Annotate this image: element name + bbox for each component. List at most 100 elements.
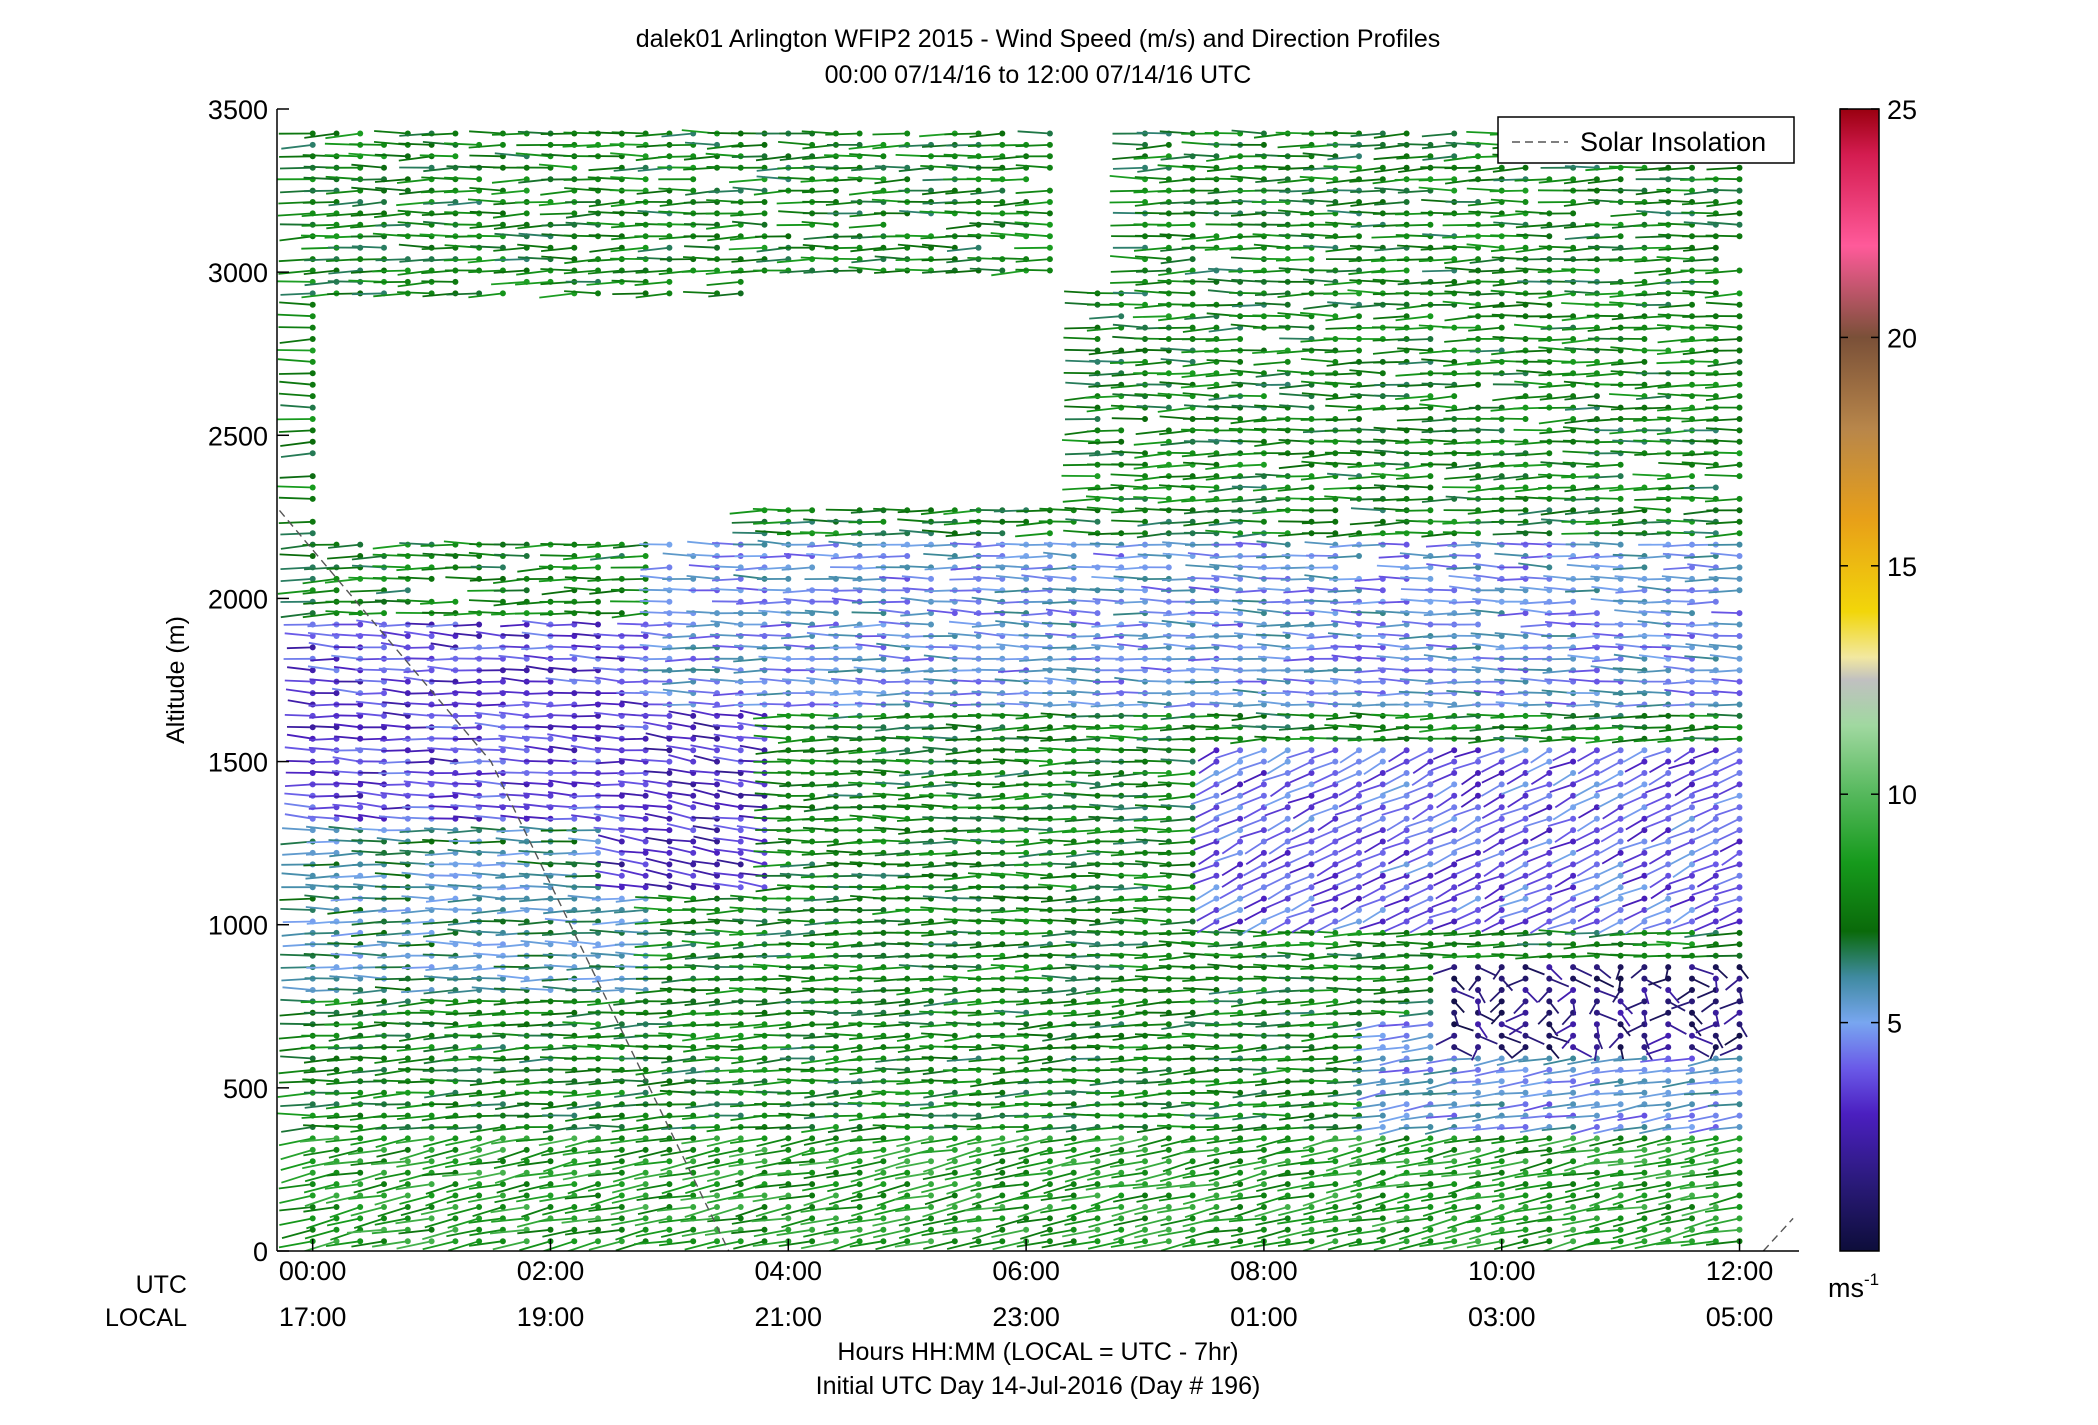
wind-barb-point	[357, 1009, 364, 1016]
wind-barb-point	[928, 1181, 934, 1188]
wind-barb-point	[595, 290, 601, 297]
wind-barb	[307, 632, 337, 637]
wind-barb	[372, 565, 408, 569]
wind-barb	[284, 746, 313, 752]
wind-barb-point	[357, 1089, 364, 1096]
wind-barb-point	[832, 1169, 839, 1176]
wind-barb-point	[333, 130, 340, 137]
wind-barb-point	[1046, 1158, 1053, 1165]
wind-barb-point	[309, 1101, 316, 1108]
wind-barb	[562, 1149, 599, 1156]
wind-barb	[372, 577, 408, 580]
wind-barb	[308, 806, 337, 810]
wind-barb-point	[571, 1089, 578, 1096]
wind-barb-point	[999, 1226, 1006, 1233]
wind-barb	[658, 1103, 694, 1106]
wind-barb-point	[523, 941, 530, 948]
wind-barb-point	[1023, 895, 1030, 902]
wind-barb-point	[428, 1055, 435, 1062]
wind-barb	[501, 633, 527, 637]
wind-barb	[401, 895, 432, 900]
wind-barb	[372, 269, 408, 273]
wind-barb-point	[571, 210, 578, 217]
wind-barb	[325, 610, 361, 614]
wind-barb	[443, 258, 480, 262]
wind-barb-point	[975, 1146, 982, 1153]
wind-barb-point	[404, 1055, 411, 1062]
wind-barb-point	[595, 1192, 601, 1199]
wind-barb-point	[523, 176, 530, 183]
wind-barb	[541, 1103, 575, 1110]
wind-barb	[448, 839, 480, 843]
wind-barb	[308, 703, 337, 707]
wind-barb	[309, 715, 337, 719]
wind-barb	[490, 1206, 527, 1214]
wind-barb-point	[642, 1146, 649, 1153]
wind-barb	[281, 1126, 313, 1133]
wind-barb-point	[690, 747, 697, 754]
wind-barb	[468, 1091, 503, 1098]
wind-barb	[492, 212, 527, 219]
wind-barb	[373, 1091, 408, 1099]
wind-barb-point	[381, 1169, 387, 1176]
wind-barb-point	[714, 1238, 720, 1245]
wind-barb	[351, 1171, 385, 1184]
wind-barb	[286, 760, 313, 763]
wind-barb	[326, 1171, 361, 1177]
wind-barb-point	[333, 1215, 340, 1222]
wind-barb-point	[761, 1192, 768, 1199]
wind-barb-point	[357, 621, 364, 628]
wind-barb	[541, 1149, 575, 1157]
wind-barb	[538, 565, 575, 569]
wind-barb-point	[642, 1204, 649, 1210]
wind-barb	[1041, 1091, 1074, 1095]
wind-barb-point	[333, 1101, 340, 1108]
wind-barb	[588, 234, 622, 238]
wind-barb-point	[499, 610, 506, 617]
wind-barb	[327, 555, 361, 560]
wind-barb-point	[714, 1158, 720, 1165]
wind-barb-point	[1070, 1204, 1077, 1210]
wind-barb	[284, 679, 313, 683]
wind-barb-point	[381, 690, 387, 697]
wind-barb-point	[476, 895, 483, 902]
wind-barb-point	[975, 1158, 982, 1165]
wind-barb	[351, 1240, 385, 1248]
wind-barb	[355, 692, 385, 695]
wind-barb-point	[642, 1112, 649, 1119]
wind-barb-point	[357, 987, 364, 993]
wind-barb	[541, 589, 575, 596]
wind-barb	[420, 1126, 456, 1129]
wind-barb	[401, 989, 432, 994]
wind-barb	[280, 1160, 313, 1171]
wind-barb	[469, 187, 503, 192]
wind-barb	[300, 234, 337, 238]
wind-barb-point	[904, 1181, 911, 1188]
wind-barb-point	[1094, 1192, 1101, 1199]
wind-barb-point	[809, 256, 816, 263]
wind-barb	[349, 143, 385, 146]
wind-barb-point	[1070, 1181, 1077, 1188]
wind-barb	[324, 154, 361, 158]
wind-barb	[617, 772, 646, 775]
wind-barb	[496, 943, 527, 949]
chart-title: dalek01 Arlington WFIP2 2015 - Wind Spee…	[636, 25, 1441, 53]
wind-barb-point	[832, 221, 839, 228]
wind-barb	[497, 974, 527, 980]
wind-barb	[521, 646, 551, 650]
wind-barb-point	[642, 781, 649, 788]
wind-barb	[519, 1240, 551, 1251]
wind-barb-point	[951, 929, 958, 936]
wind-barb-point	[357, 781, 364, 788]
wind-barb-point	[452, 278, 459, 285]
wind-barb-point	[832, 1135, 839, 1142]
wind-barb-point	[357, 804, 364, 811]
wind-barb	[373, 1079, 408, 1083]
wind-barb	[351, 1069, 385, 1074]
wind-barb	[424, 975, 456, 980]
wind-barb-point	[309, 336, 316, 342]
wind-barb	[539, 212, 575, 216]
wind-barb	[428, 794, 456, 799]
wind-barb	[495, 874, 527, 879]
wind-barb	[1014, 863, 1050, 867]
